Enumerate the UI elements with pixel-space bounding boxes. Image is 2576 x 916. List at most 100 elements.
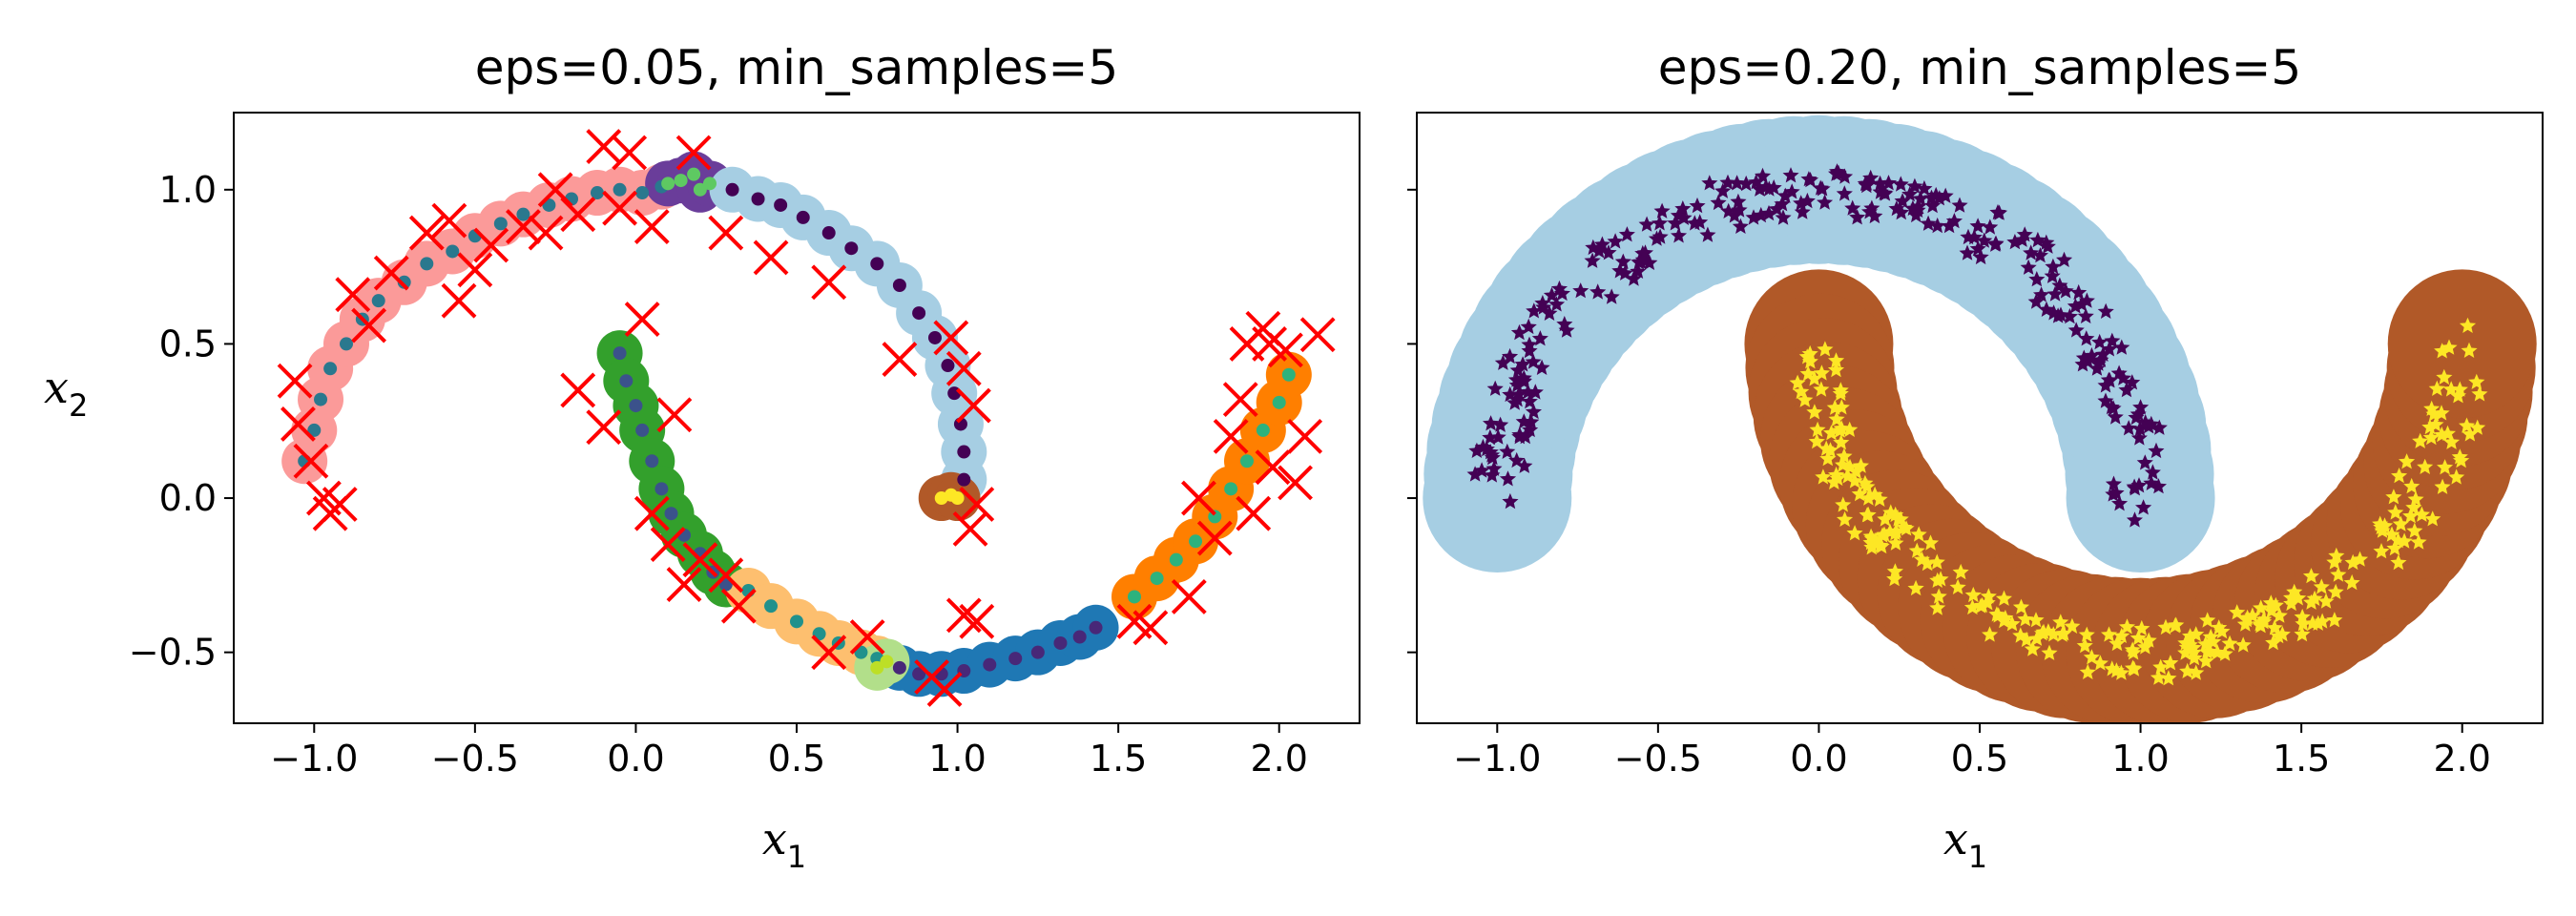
left-core-point bbox=[941, 359, 955, 373]
right-core-point bbox=[2114, 369, 2131, 385]
left-anomaly-marker bbox=[560, 197, 596, 233]
left-core-point bbox=[1256, 423, 1270, 437]
right-core-point bbox=[1710, 194, 1727, 211]
left-anomaly-marker bbox=[634, 495, 670, 531]
right-core-point bbox=[1692, 214, 1709, 230]
right-core-point bbox=[1819, 450, 1837, 467]
right-core-point bbox=[1499, 470, 1517, 487]
right-core-point bbox=[2129, 406, 2147, 422]
right-core-point bbox=[1731, 201, 1748, 218]
right-core-point bbox=[1667, 215, 1684, 231]
right-core-point bbox=[2112, 664, 2129, 680]
right-core-point bbox=[2253, 599, 2270, 615]
left-core-point bbox=[340, 337, 353, 351]
left-anomaly-marker bbox=[945, 597, 982, 634]
left-anomaly-marker bbox=[612, 135, 648, 171]
right-core-point bbox=[1585, 239, 1602, 256]
right-core-point bbox=[2111, 495, 2129, 511]
right-core-point bbox=[2057, 282, 2074, 299]
right-core-point bbox=[1466, 466, 1484, 482]
right-core-point bbox=[1922, 534, 1940, 551]
right-core-halo bbox=[2387, 269, 2537, 419]
right-core-point bbox=[1929, 572, 1946, 588]
right-core-point bbox=[2017, 611, 2034, 627]
right-core-point bbox=[2127, 480, 2144, 496]
left-core-point bbox=[751, 192, 765, 206]
right-core-point bbox=[2160, 670, 2177, 686]
right-core-point bbox=[1916, 179, 1933, 197]
right-core-point bbox=[2143, 415, 2160, 431]
right-core-point bbox=[2443, 433, 2461, 449]
right-core-point bbox=[2344, 553, 2361, 571]
right-core-point bbox=[1827, 361, 1844, 378]
right-chart-title: eps=0.20, min_samples=5 bbox=[1658, 40, 2301, 95]
right-core-point bbox=[1616, 264, 1633, 281]
right-core-point bbox=[1995, 590, 2012, 606]
left-core-point bbox=[619, 374, 634, 388]
right-core-point bbox=[2006, 234, 2024, 250]
right-core-point bbox=[2079, 663, 2096, 679]
right-core-point bbox=[1634, 251, 1652, 267]
right-core-point bbox=[2129, 630, 2147, 646]
right-core-point bbox=[1526, 302, 1543, 319]
right-core-point bbox=[2391, 468, 2408, 484]
left-anomaly-marker bbox=[431, 202, 467, 239]
right-core-point bbox=[2343, 573, 2360, 591]
right-core-point bbox=[1920, 215, 1937, 231]
right-core-point bbox=[1904, 199, 1922, 217]
right-core-point bbox=[1887, 534, 1904, 551]
left-y-tick-label: −0.5 bbox=[129, 632, 217, 674]
right-core-point bbox=[1751, 180, 1768, 197]
right-core-point bbox=[1844, 199, 1861, 216]
right-core-point bbox=[1584, 252, 1601, 268]
right-core-point bbox=[2304, 614, 2321, 631]
left-core-point bbox=[661, 177, 675, 191]
left-anomaly-marker bbox=[277, 363, 313, 399]
right-core-point bbox=[1930, 588, 1947, 604]
right-core-point bbox=[1798, 192, 1816, 209]
right-core-point bbox=[1952, 563, 1969, 580]
right-core-point bbox=[2108, 662, 2125, 678]
right-core-point bbox=[1815, 468, 1832, 485]
left-anomaly-marker bbox=[335, 277, 371, 313]
right-core-point bbox=[2229, 604, 2246, 620]
left-core-point bbox=[1128, 590, 1141, 604]
left-anomaly-marker bbox=[560, 372, 596, 408]
right-core-point bbox=[1846, 525, 1863, 541]
right-core-point bbox=[1982, 219, 1999, 235]
right-core-point bbox=[1837, 510, 1854, 527]
right-core-point bbox=[2055, 625, 2072, 641]
right-core-point bbox=[2387, 504, 2404, 520]
right-core-point bbox=[2107, 408, 2124, 425]
left-x-tick-label: 1.0 bbox=[928, 738, 986, 780]
left-anomaly-marker bbox=[457, 252, 493, 288]
right-core-point bbox=[1814, 180, 1831, 197]
left-core-point bbox=[764, 599, 779, 614]
left-anomaly-marker bbox=[956, 387, 991, 424]
left-core-point bbox=[323, 362, 338, 376]
right-core-point bbox=[1894, 193, 1911, 209]
left-anomaly-marker bbox=[1196, 520, 1233, 556]
left-panel: eps=0.05, min_samples=5 −1.0 −0.5 0.0 0.5 1.… bbox=[44, 40, 1361, 875]
left-core-point bbox=[493, 217, 508, 231]
left-x-tick-label: 1.5 bbox=[1090, 738, 1147, 780]
right-core-point bbox=[2314, 613, 2331, 629]
right-core-point bbox=[2108, 484, 2125, 501]
right-core-point bbox=[2436, 368, 2453, 385]
right-core-point bbox=[1484, 467, 1501, 483]
left-anomaly-marker bbox=[602, 190, 637, 226]
right-core-point bbox=[2211, 619, 2228, 635]
left-x-tick-label: 2.0 bbox=[1250, 738, 1307, 780]
right-core-point bbox=[1976, 232, 1993, 248]
right-core-point bbox=[2126, 660, 2143, 677]
left-anomaly-marker bbox=[373, 255, 409, 291]
right-core-point bbox=[1877, 510, 1894, 527]
right-core-point bbox=[1521, 393, 1538, 409]
right-core-point bbox=[2064, 617, 2081, 634]
right-core-point bbox=[1783, 183, 1800, 199]
right-core-point bbox=[2265, 634, 2282, 651]
right-core-point bbox=[1832, 382, 1849, 398]
left-anomaly-marker bbox=[708, 215, 744, 251]
right-x-tick-label: −0.5 bbox=[1614, 738, 1702, 780]
left-core-points-layer bbox=[298, 167, 1296, 681]
